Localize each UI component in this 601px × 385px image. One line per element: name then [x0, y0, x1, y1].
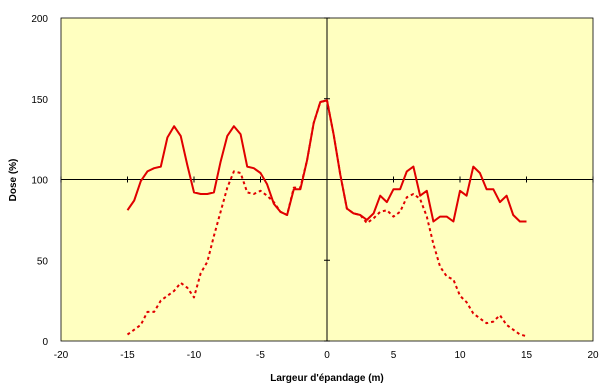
x-tick-label: 20	[587, 350, 599, 361]
x-tick-label: 0	[324, 350, 330, 361]
y-tick-label: 50	[37, 256, 49, 267]
y-axis-title: Dose (%)	[8, 159, 19, 202]
x-tick-label: -10	[187, 350, 202, 361]
x-tick-label: 5	[391, 350, 397, 361]
y-tick-label: 150	[31, 95, 48, 106]
y-tick-label: 100	[31, 176, 48, 187]
series-line-2-dotted	[126, 99, 527, 338]
x-tick-label: -5	[256, 350, 265, 361]
x-tick-label: 15	[521, 350, 533, 361]
y-tick-label: 200	[31, 14, 48, 25]
x-tick-label: -15	[120, 350, 135, 361]
x-tick-label: -20	[54, 350, 69, 361]
x-tick-label: 10	[454, 350, 466, 361]
x-axis-title: Largeur d'épandage (m)	[270, 373, 384, 384]
y-tick-label: 0	[42, 337, 48, 348]
